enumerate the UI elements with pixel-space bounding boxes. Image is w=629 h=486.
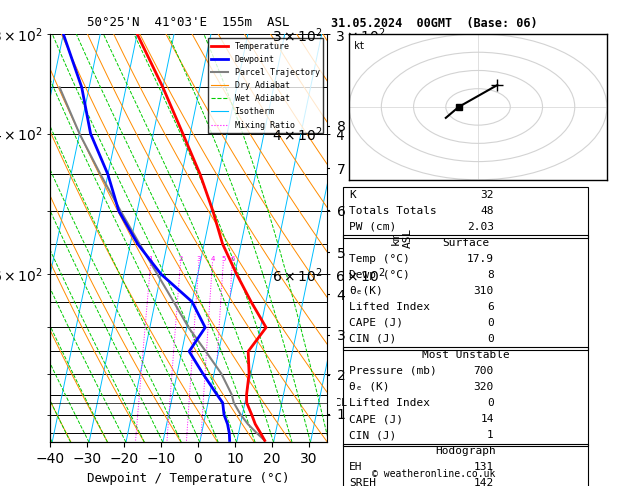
Text: 32: 32 (481, 190, 494, 200)
Text: K: K (349, 190, 356, 200)
Text: PW (cm): PW (cm) (349, 222, 396, 232)
Text: 6: 6 (230, 256, 235, 262)
Title: 50°25'N  41°03'E  155m  ASL: 50°25'N 41°03'E 155m ASL (87, 16, 290, 29)
Text: 8: 8 (487, 270, 494, 280)
Text: 3: 3 (197, 256, 201, 262)
Text: Lifted Index: Lifted Index (349, 398, 430, 408)
Text: CAPE (J): CAPE (J) (349, 414, 403, 424)
Text: 4: 4 (210, 256, 214, 262)
Text: 142: 142 (474, 478, 494, 486)
Text: 700: 700 (474, 366, 494, 376)
Text: 14: 14 (481, 414, 494, 424)
Text: Surface: Surface (442, 238, 489, 248)
Text: 17.9: 17.9 (467, 254, 494, 264)
Text: 6: 6 (487, 302, 494, 312)
Text: 1: 1 (487, 430, 494, 440)
Text: Totals Totals: Totals Totals (349, 206, 437, 216)
Text: 0: 0 (487, 334, 494, 344)
Text: Lifted Index: Lifted Index (349, 302, 430, 312)
Text: Most Unstable: Most Unstable (421, 350, 509, 360)
Text: 310: 310 (474, 286, 494, 296)
Text: EH: EH (349, 462, 362, 472)
Text: θₑ(K): θₑ(K) (349, 286, 383, 296)
Text: 131: 131 (474, 462, 494, 472)
Text: 0: 0 (487, 398, 494, 408)
Text: 320: 320 (474, 382, 494, 392)
Text: 1: 1 (148, 256, 153, 262)
Text: CAPE (J): CAPE (J) (349, 318, 403, 328)
Text: 5: 5 (221, 256, 225, 262)
Text: Dewp (°C): Dewp (°C) (349, 270, 410, 280)
Text: 48: 48 (481, 206, 494, 216)
Text: CIN (J): CIN (J) (349, 334, 396, 344)
Text: CIN (J): CIN (J) (349, 430, 396, 440)
Text: θₑ (K): θₑ (K) (349, 382, 389, 392)
Text: 0: 0 (487, 318, 494, 328)
Text: Pressure (mb): Pressure (mb) (349, 366, 437, 376)
Text: kt: kt (354, 41, 366, 52)
Text: SREH: SREH (349, 478, 376, 486)
Text: Hodograph: Hodograph (435, 446, 496, 456)
Text: 31.05.2024  00GMT  (Base: 06): 31.05.2024 00GMT (Base: 06) (331, 17, 537, 30)
X-axis label: Dewpoint / Temperature (°C): Dewpoint / Temperature (°C) (87, 471, 290, 485)
Legend: Temperature, Dewpoint, Parcel Trajectory, Dry Adiabat, Wet Adiabat, Isotherm, Mi: Temperature, Dewpoint, Parcel Trajectory… (208, 38, 323, 133)
Text: LCL: LCL (329, 398, 347, 408)
Text: 2.03: 2.03 (467, 222, 494, 232)
Text: 2: 2 (178, 256, 182, 262)
Text: Temp (°C): Temp (°C) (349, 254, 410, 264)
Text: © weatheronline.co.uk: © weatheronline.co.uk (372, 469, 496, 479)
Y-axis label: km
ASL: km ASL (391, 228, 413, 248)
